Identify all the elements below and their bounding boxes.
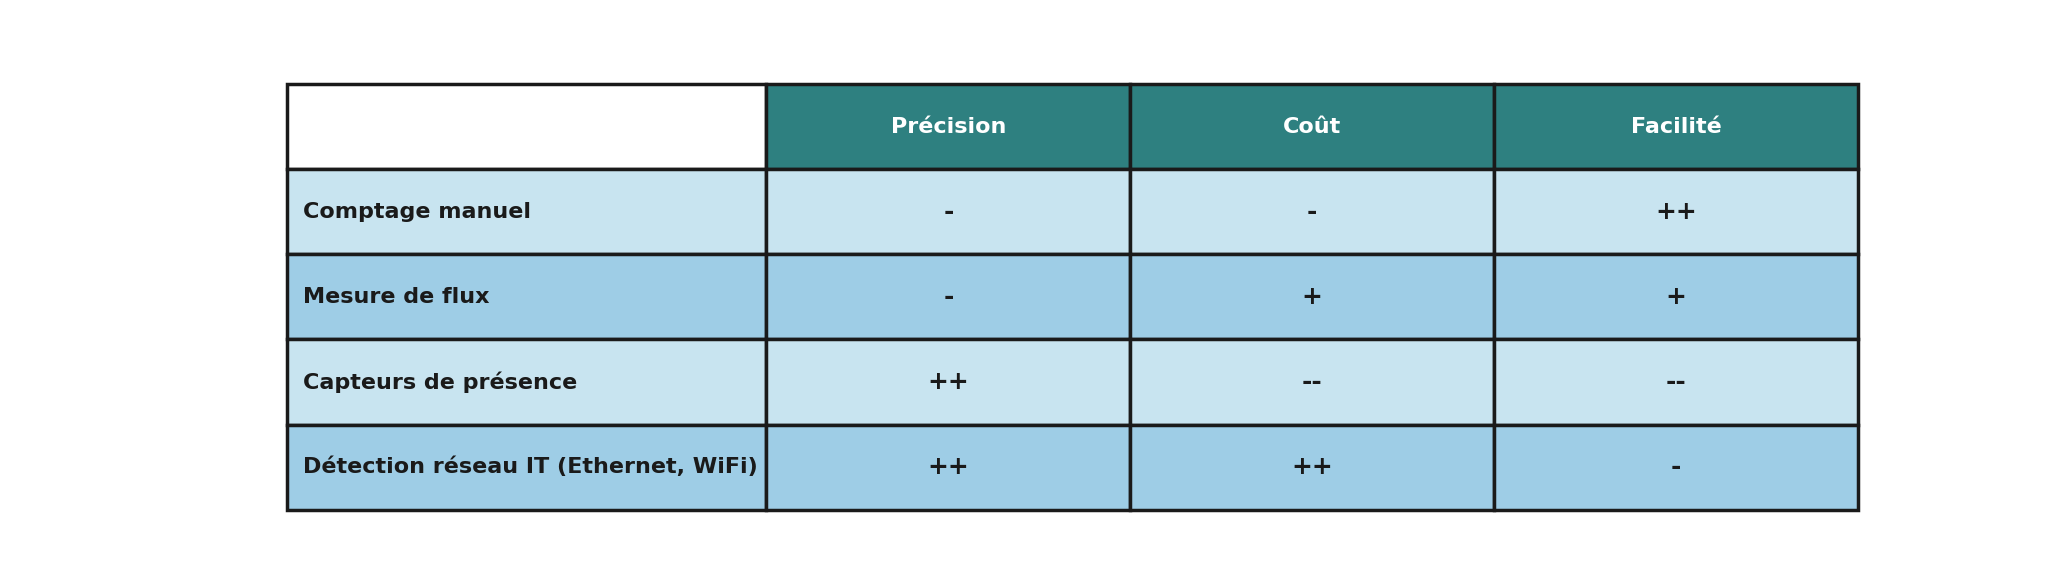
Bar: [1493, 339, 1857, 425]
Bar: [287, 255, 767, 339]
Text: ++: ++: [926, 370, 970, 394]
Text: ++: ++: [1290, 455, 1334, 479]
Text: --: --: [1665, 370, 1685, 394]
Text: --: --: [1303, 370, 1324, 394]
Bar: [287, 84, 767, 169]
Text: Facilité: Facilité: [1632, 116, 1721, 136]
Text: ++: ++: [926, 455, 970, 479]
Bar: [1493, 425, 1857, 510]
Bar: [1493, 84, 1857, 169]
Bar: [287, 425, 767, 510]
Text: -: -: [943, 200, 953, 224]
Bar: [1493, 169, 1857, 255]
Text: ++: ++: [1654, 200, 1698, 224]
Text: +: +: [1301, 285, 1324, 309]
Bar: [767, 425, 1131, 510]
Text: Coût: Coût: [1282, 116, 1342, 136]
Text: Capteurs de présence: Capteurs de présence: [304, 371, 577, 393]
Bar: [767, 255, 1131, 339]
Bar: [767, 169, 1131, 255]
Bar: [1131, 425, 1493, 510]
Text: Comptage manuel: Comptage manuel: [304, 202, 531, 222]
Text: Détection réseau IT (Ethernet, WiFi): Détection réseau IT (Ethernet, WiFi): [304, 457, 759, 477]
Bar: [1131, 339, 1493, 425]
Bar: [1131, 84, 1493, 169]
Bar: [1131, 169, 1493, 255]
Text: -: -: [1307, 200, 1317, 224]
Text: Mesure de flux: Mesure de flux: [304, 287, 490, 307]
Text: Précision: Précision: [891, 116, 1005, 136]
Bar: [287, 339, 767, 425]
Bar: [767, 84, 1131, 169]
Bar: [767, 339, 1131, 425]
Bar: [1131, 255, 1493, 339]
Text: +: +: [1665, 285, 1687, 309]
Text: -: -: [943, 285, 953, 309]
Bar: [287, 169, 767, 255]
Bar: [1493, 255, 1857, 339]
Text: -: -: [1671, 455, 1681, 479]
